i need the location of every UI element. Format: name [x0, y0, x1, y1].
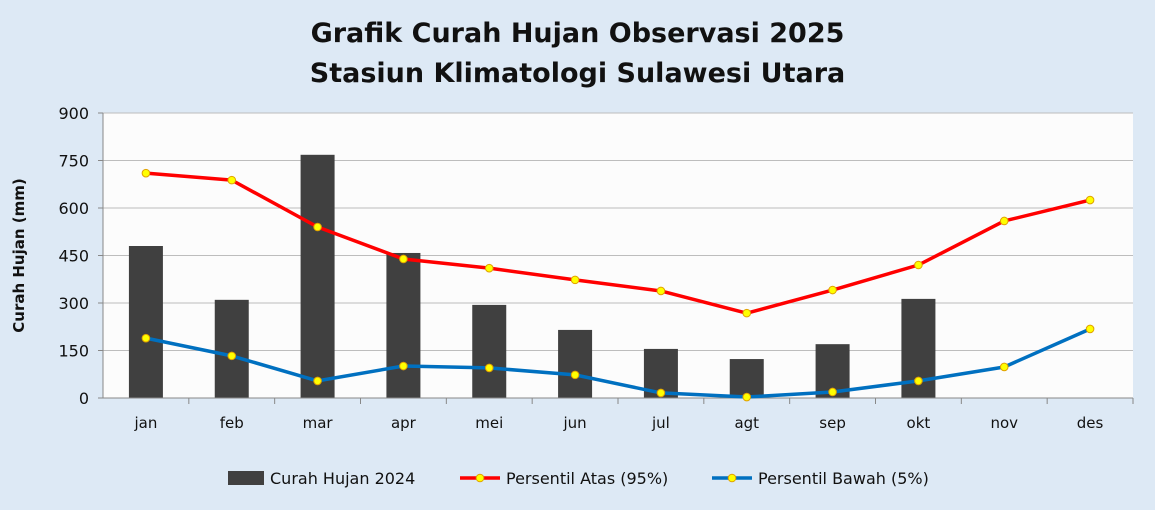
- point-agt: [742, 392, 752, 402]
- point-mar: [313, 376, 322, 386]
- y-tick-label: 900: [58, 104, 89, 123]
- point-mar: [313, 222, 322, 232]
- legend-marker: [727, 473, 737, 483]
- point-apr: [399, 361, 408, 371]
- legend-marker: [475, 473, 485, 483]
- point-nov: [999, 216, 1009, 226]
- point-okt: [914, 260, 923, 270]
- point-jul: [656, 388, 666, 398]
- point-apr: [399, 254, 408, 264]
- legend-label: Curah Hujan 2024: [270, 469, 415, 488]
- x-tick-label: apr: [391, 414, 417, 432]
- point-sep: [828, 387, 837, 397]
- bar-agt: [729, 359, 764, 398]
- x-tick-label: nov: [990, 414, 1018, 432]
- point-jul: [656, 286, 666, 296]
- legend-label: Persentil Bawah (5%): [758, 469, 929, 488]
- x-tick-label: des: [1077, 414, 1104, 432]
- point-mei: [484, 263, 494, 273]
- x-tick-label: jul: [651, 414, 670, 432]
- point-feb: [227, 175, 237, 185]
- point-feb: [227, 351, 237, 361]
- x-tick-label: okt: [907, 414, 931, 432]
- y-tick-label: 300: [58, 294, 89, 313]
- bar-jun: [558, 329, 593, 398]
- chart-title: Grafik Curah Hujan Observasi 2025: [310, 18, 845, 49]
- y-axis-label: Curah Hujan (mm): [10, 178, 28, 332]
- point-nov: [999, 362, 1009, 372]
- x-tick-label: feb: [220, 414, 244, 432]
- y-tick-label: 600: [58, 199, 89, 218]
- point-okt: [914, 376, 923, 386]
- y-tick-label: 0: [79, 389, 89, 408]
- chart-subtitle: Stasiun Klimatologi Sulawesi Utara: [309, 58, 846, 89]
- point-jan: [141, 333, 151, 343]
- y-tick-label: 750: [58, 152, 89, 171]
- legend-label: Persentil Atas (95%): [506, 469, 668, 488]
- x-tick-label: jun: [562, 414, 586, 432]
- point-mei: [484, 363, 494, 373]
- point-jan: [141, 168, 151, 178]
- x-tick-label: sep: [819, 414, 846, 432]
- x-tick-label: mei: [475, 414, 503, 432]
- bar-apr: [386, 252, 421, 398]
- bar-jan: [128, 246, 163, 398]
- y-tick-label: 450: [58, 247, 89, 266]
- bar-mar: [300, 154, 335, 398]
- point-agt: [742, 308, 752, 318]
- x-tick-label: jan: [133, 414, 157, 432]
- bar-feb: [214, 299, 249, 398]
- legend-swatch-bar: [228, 471, 264, 485]
- x-tick-label: mar: [303, 414, 334, 432]
- x-tick-label: agt: [734, 414, 759, 432]
- point-des: [1085, 195, 1095, 205]
- point-des: [1085, 324, 1095, 334]
- line-series-1: [145, 171, 1091, 315]
- point-jun: [570, 275, 580, 285]
- point-sep: [828, 285, 837, 295]
- line-series-2: [145, 327, 1091, 399]
- bar-mei: [472, 304, 507, 398]
- y-tick-label: 150: [58, 342, 89, 361]
- point-jun: [570, 370, 580, 380]
